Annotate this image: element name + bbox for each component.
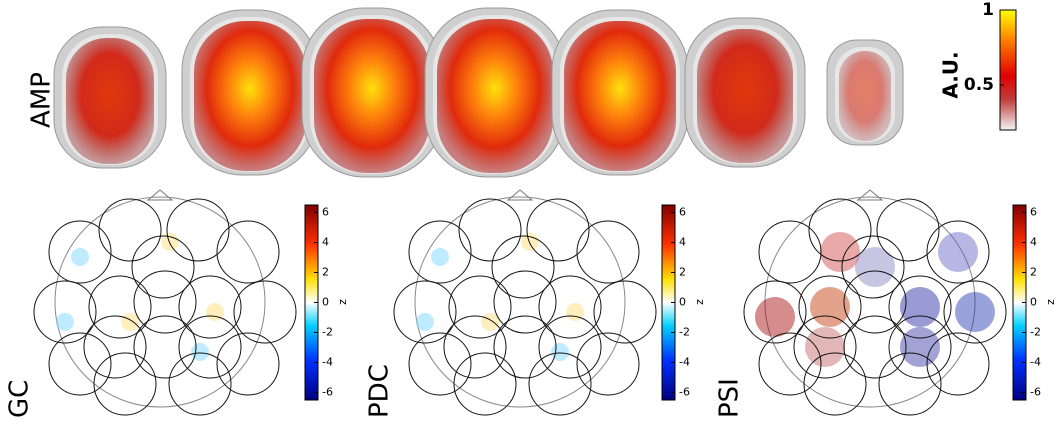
sensor-group (459, 199, 521, 261)
activity-blob (431, 248, 449, 266)
sensor-group (179, 316, 241, 378)
activity-blob (805, 327, 845, 367)
activity-blob (820, 232, 860, 272)
sensor-group (577, 221, 639, 283)
sensor-group (844, 316, 906, 378)
panel-label: PSI (715, 378, 745, 418)
head (765, 197, 975, 407)
row-label: AMP (27, 72, 57, 128)
activity-blob (481, 313, 499, 331)
nose (858, 190, 882, 200)
head (415, 197, 625, 407)
tick-label: 0.5 (964, 75, 994, 95)
tick-label: 2 (679, 266, 686, 279)
colorbar-label: A.U. (939, 51, 963, 98)
sensor-group (217, 221, 279, 283)
sensor-group (444, 316, 506, 378)
activity-blob (955, 292, 995, 332)
sensor-group (877, 199, 939, 261)
sensor-group (134, 316, 196, 378)
sensor-group (99, 199, 161, 261)
sensor-group (89, 276, 151, 338)
activity-blob (416, 313, 434, 331)
activation (437, 19, 553, 173)
tick-label: -4 (322, 356, 333, 369)
layer: AMP 0.5 1 A.U. GC 6 4 2 0 -2 -4 -6 z PDC 6 4 2 0 -2 -4 -6 z PS… (5, 0, 1054, 418)
sensor-group (217, 333, 279, 395)
tick-label: -6 (322, 386, 333, 399)
sensor-group (134, 271, 196, 333)
tick-label: 6 (679, 206, 686, 219)
nose (508, 190, 532, 200)
tick-label: 2 (322, 266, 329, 279)
sensor-group (494, 316, 556, 378)
activation (564, 21, 676, 171)
colorbar-label: z (336, 299, 349, 305)
sensor-group (529, 353, 591, 415)
tick-label: 1 (982, 0, 994, 20)
sensor-group (169, 353, 231, 415)
sensor-group (927, 333, 989, 395)
activation (66, 38, 154, 164)
sensor-group (759, 221, 821, 283)
sensor-group (577, 333, 639, 395)
tick-label: 0 (1030, 296, 1037, 309)
tick-label: -4 (1030, 356, 1041, 369)
panel-label: PDC (365, 364, 395, 418)
activity-blob (938, 232, 978, 272)
sensor-group (84, 316, 146, 378)
tick-label: -6 (679, 386, 690, 399)
tick-label: 4 (1030, 236, 1037, 249)
tick-label: 2 (1030, 266, 1037, 279)
sensor-group (527, 199, 589, 261)
activation (839, 51, 891, 141)
tick-label: -2 (679, 326, 690, 339)
activation (194, 21, 306, 171)
nose (148, 190, 172, 200)
tick-label: 6 (322, 206, 329, 219)
sensor-group (494, 271, 556, 333)
activity-blob (56, 313, 74, 331)
colorbar-label: z (693, 299, 706, 305)
activation (697, 29, 793, 163)
sensor-group (167, 199, 229, 261)
tick-label: 4 (322, 236, 329, 249)
head (55, 197, 265, 407)
panel-label: GC (5, 380, 35, 418)
colorbar (1000, 10, 1016, 130)
tick-label: -6 (1030, 386, 1041, 399)
activation (314, 19, 430, 173)
figure: AMP 0.5 1 A.U. GC 6 4 2 0 -2 -4 -6 z PDC 6 4 2 0 -2 -4 -6 z PS… (0, 0, 1054, 429)
tick-label: -2 (1030, 326, 1041, 339)
activity-blob (71, 248, 89, 266)
activity-blob (121, 313, 139, 331)
tick-label: 6 (1030, 206, 1037, 219)
tick-label: 0 (679, 296, 686, 309)
activity-blob (755, 297, 795, 337)
tick-label: -4 (679, 356, 690, 369)
sensor-group (539, 316, 601, 378)
colorbar-label: z (1044, 299, 1054, 305)
sensor-group (449, 276, 511, 338)
tick-label: 0 (322, 296, 329, 309)
tick-label: 4 (679, 236, 686, 249)
tick-label: -2 (322, 326, 333, 339)
